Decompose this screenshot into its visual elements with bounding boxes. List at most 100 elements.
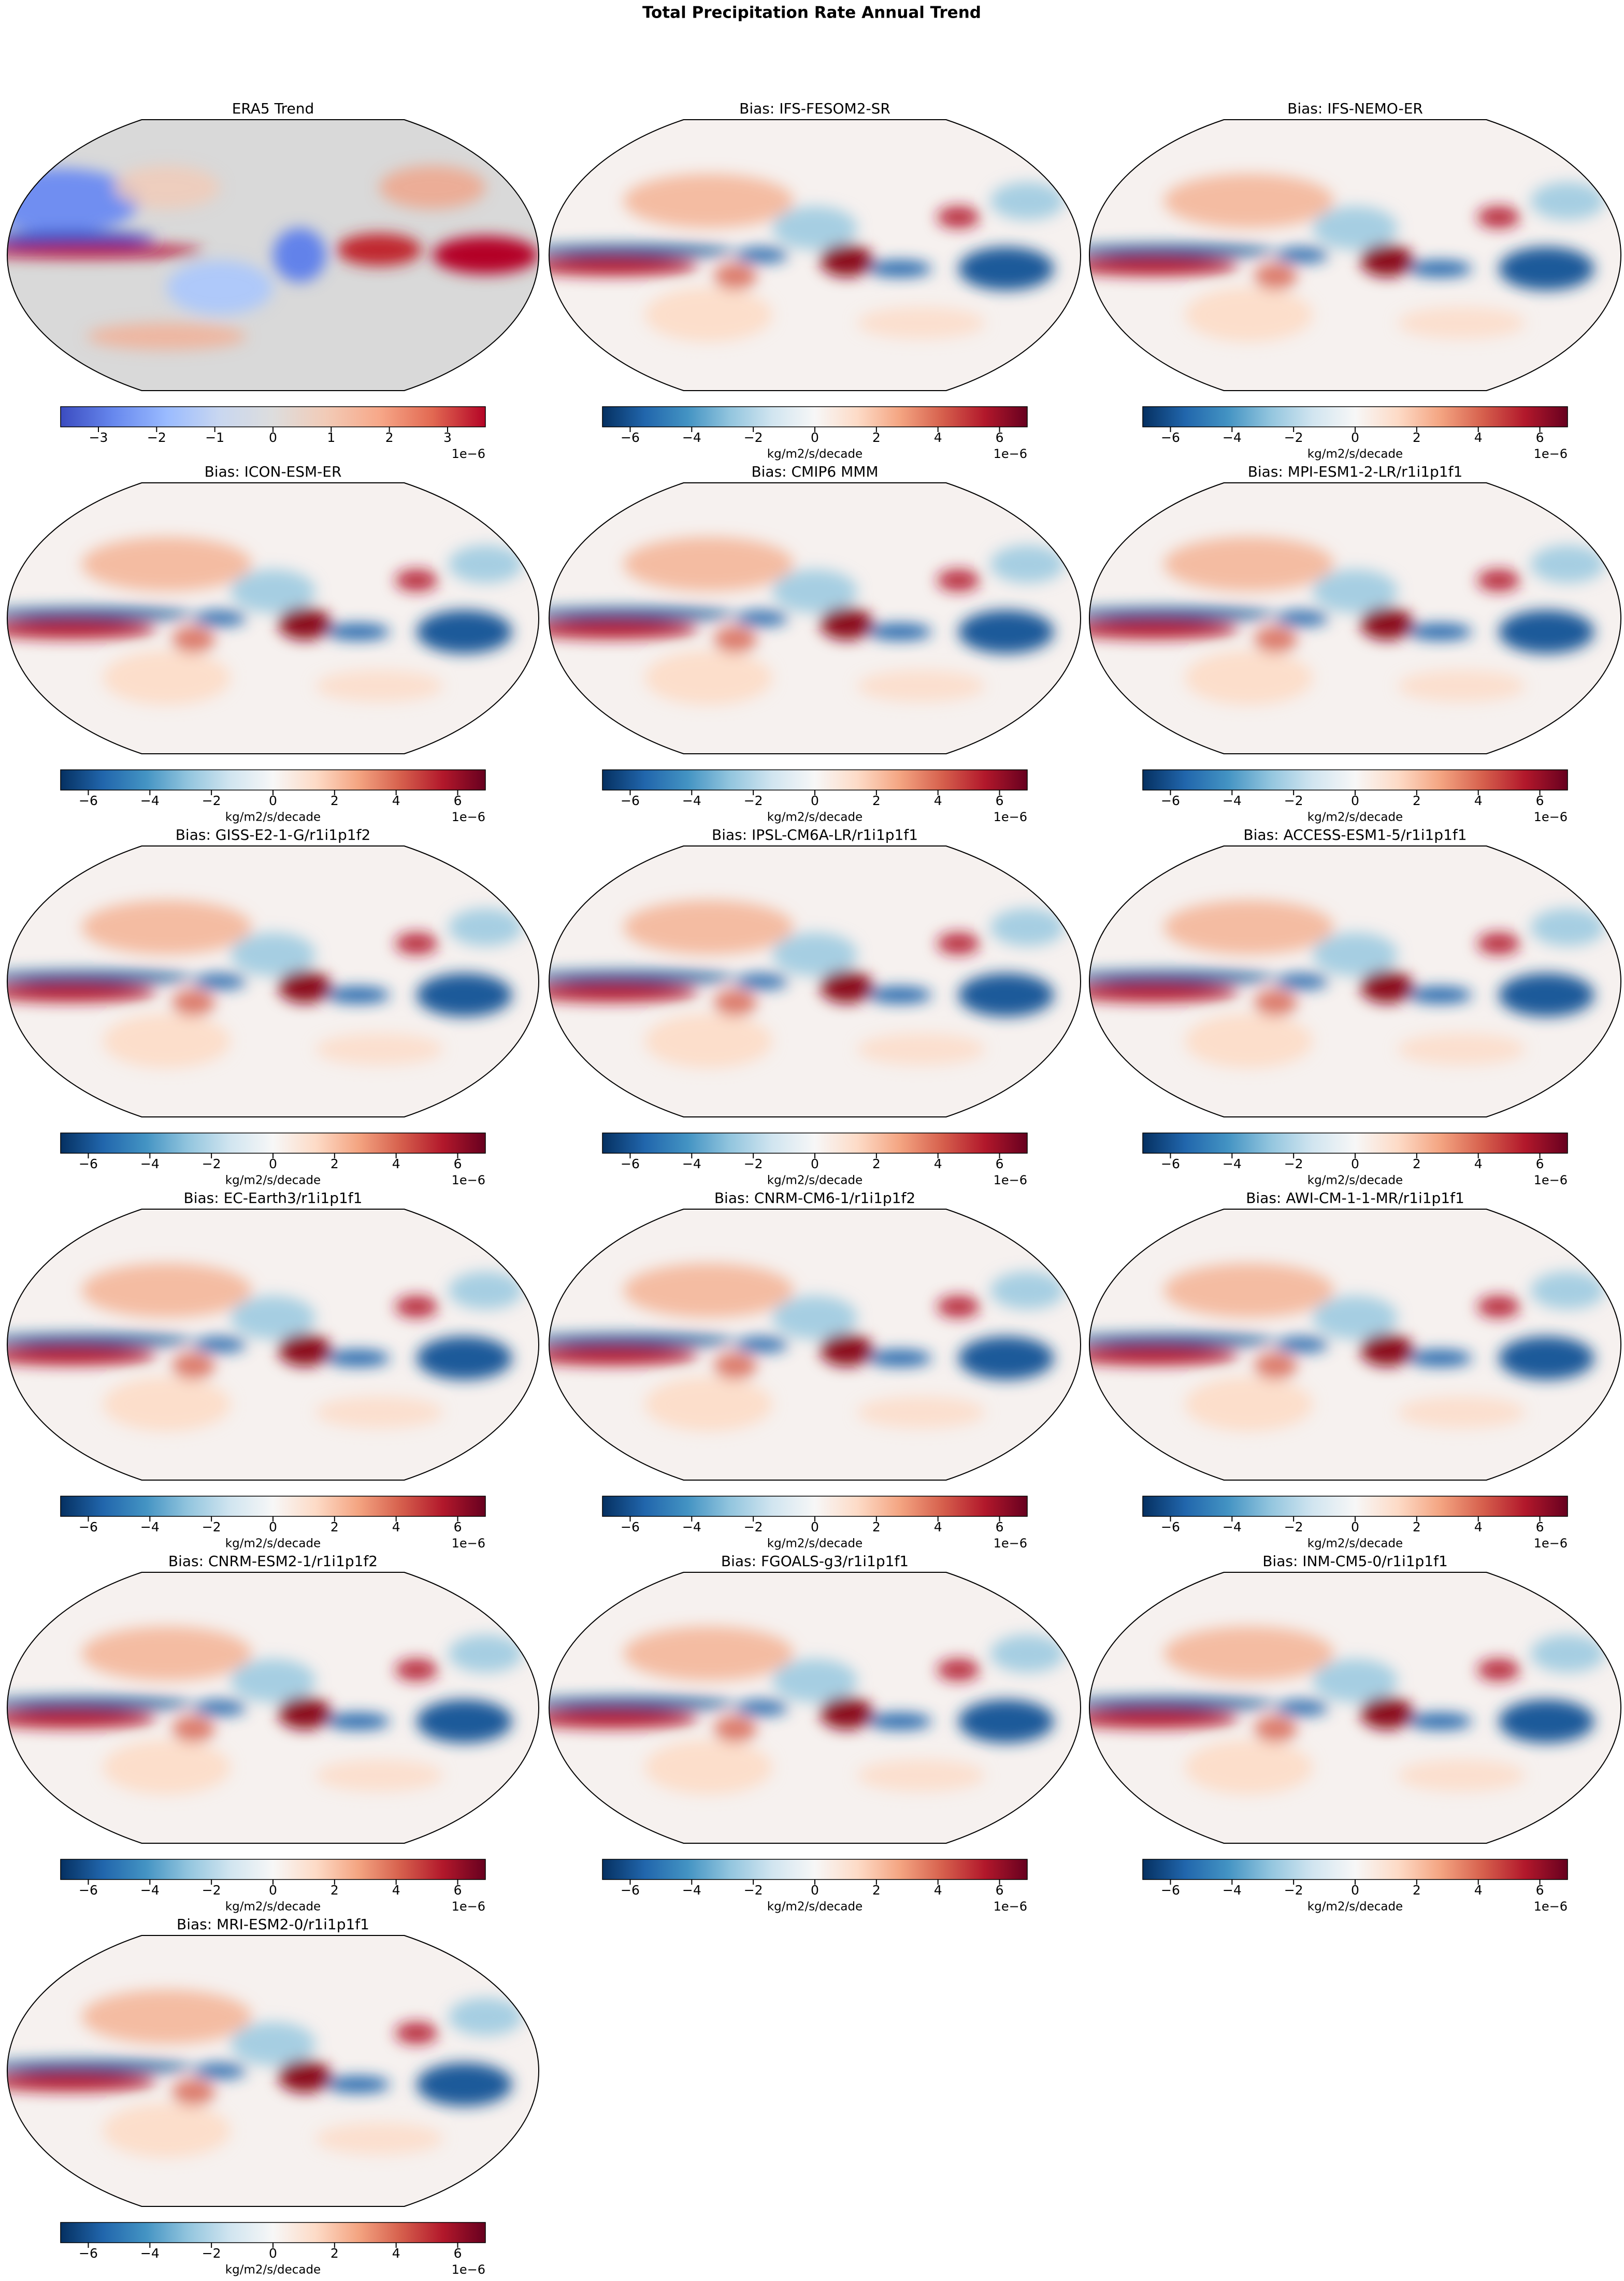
field-patch bbox=[1163, 174, 1334, 228]
field-patch bbox=[326, 1713, 390, 1730]
field-patch bbox=[193, 610, 247, 627]
map-outline bbox=[7, 482, 539, 754]
field-patch bbox=[395, 1296, 438, 1318]
field-patch bbox=[1275, 1336, 1329, 1353]
colorbar-tick-label: 0 bbox=[1351, 1883, 1359, 1898]
field-patch bbox=[714, 263, 757, 291]
colorbar-tick-label: −3 bbox=[89, 430, 108, 445]
colorbar-tick-label: −6 bbox=[79, 1519, 98, 1534]
field-patch bbox=[549, 620, 698, 639]
colorbar-tick-label: −4 bbox=[682, 430, 701, 445]
map bbox=[1089, 483, 1621, 754]
field-patch bbox=[7, 1333, 194, 1347]
field-patch bbox=[1089, 970, 1276, 984]
colorbar-tick-label: 6 bbox=[454, 1156, 462, 1171]
field-patch bbox=[278, 1333, 332, 1367]
colorbar-tick-label: 4 bbox=[392, 1883, 400, 1898]
field-patch bbox=[278, 970, 332, 1003]
field-patch bbox=[1089, 244, 1276, 258]
colorbar-tick-label: 2 bbox=[872, 1156, 881, 1171]
field-patch bbox=[1530, 182, 1605, 220]
colorbar-tick-label: 0 bbox=[269, 1883, 277, 1898]
map bbox=[7, 120, 539, 391]
field-patch bbox=[549, 1333, 736, 1347]
colorbar-tick-label: 0 bbox=[811, 1156, 819, 1171]
field-patch bbox=[549, 1346, 698, 1365]
colorbar-tick-label: 2 bbox=[1413, 1156, 1421, 1171]
field-patch bbox=[990, 182, 1065, 220]
panel-title: Bias: CNRM-ESM2-1/r1i1p1f2 bbox=[168, 1553, 378, 1570]
field-patch bbox=[1499, 247, 1594, 291]
field-patch bbox=[1477, 1296, 1520, 1318]
colorbar-label: kg/m2/s/decade bbox=[767, 1174, 863, 1187]
panel-title: Bias: AWI-CM-1-1-MR/r1i1p1f1 bbox=[1246, 1189, 1464, 1207]
field-patch bbox=[1254, 1716, 1297, 1743]
field-patch bbox=[549, 983, 698, 1002]
colorbar-label: kg/m2/s/decade bbox=[1307, 1174, 1403, 1187]
field-patch bbox=[1477, 1659, 1520, 1681]
field-patch bbox=[103, 1740, 231, 1795]
field-patch bbox=[326, 2076, 390, 2093]
colorbar-tick-label: 2 bbox=[330, 1883, 339, 1898]
field-patch bbox=[958, 973, 1054, 1017]
field-patch bbox=[735, 610, 788, 627]
colorbar-tick-label: 2 bbox=[385, 430, 394, 445]
field-patch bbox=[1089, 1333, 1276, 1347]
map-field bbox=[1089, 900, 1605, 1068]
field-patch bbox=[623, 900, 794, 955]
colorbar-tick-label: 2 bbox=[872, 793, 881, 808]
colorbar-tick-label: −4 bbox=[1223, 430, 1242, 445]
colorbar-label: kg/m2/s/decade bbox=[225, 811, 321, 824]
field-patch bbox=[7, 2072, 156, 2091]
field-patch bbox=[1089, 1346, 1239, 1365]
map-outline bbox=[1088, 482, 1622, 754]
field-patch bbox=[448, 545, 523, 583]
colorbar-tick-label: 6 bbox=[996, 793, 1004, 808]
map-outline bbox=[1088, 845, 1622, 1117]
field-patch bbox=[337, 233, 422, 266]
field-patch bbox=[1408, 260, 1472, 277]
field-patch bbox=[868, 986, 932, 1003]
colorbar-tick-label: 4 bbox=[934, 430, 942, 445]
field-patch bbox=[1360, 244, 1414, 277]
field-patch bbox=[315, 2122, 443, 2155]
colorbar-tick-label: −6 bbox=[1161, 1156, 1180, 1171]
field-patch bbox=[7, 607, 194, 621]
colorbar bbox=[60, 1859, 486, 1880]
panel-title: Bias: ICON-ESM-ER bbox=[205, 463, 342, 480]
colorbar-offset: 1e−6 bbox=[994, 1173, 1027, 1187]
field-patch bbox=[1089, 1697, 1276, 1711]
field-patch bbox=[448, 1271, 523, 1310]
colorbar-tick-label: 6 bbox=[996, 1883, 1004, 1898]
colorbar-tick-label: −2 bbox=[1284, 1519, 1303, 1534]
colorbar-tick-label: −2 bbox=[744, 1883, 763, 1898]
colorbar-offset: 1e−6 bbox=[452, 1536, 485, 1551]
colorbar-label: kg/m2/s/decade bbox=[225, 1900, 321, 1914]
field-patch bbox=[1312, 1296, 1398, 1340]
field-patch bbox=[644, 651, 772, 705]
colorbar bbox=[602, 1496, 1028, 1517]
field-patch bbox=[1398, 306, 1526, 339]
field-patch bbox=[1163, 900, 1334, 955]
map-field bbox=[1089, 174, 1605, 342]
field-patch bbox=[230, 933, 316, 977]
colorbar-tick-label: 6 bbox=[454, 2246, 462, 2261]
map bbox=[1089, 1572, 1621, 1843]
map-field bbox=[1089, 537, 1605, 705]
colorbar-offset: 1e−6 bbox=[1534, 1536, 1568, 1551]
field-patch bbox=[1254, 989, 1297, 1017]
figure-title: Total Precipitation Rate Annual Trend bbox=[642, 4, 981, 22]
field-patch bbox=[172, 1716, 215, 1743]
field-patch bbox=[7, 983, 156, 1002]
panel-title: Bias: ACCESS-ESM1-5/r1i1p1f1 bbox=[1243, 826, 1467, 843]
panel-title: ERA5 Trend bbox=[232, 100, 314, 117]
map-field bbox=[7, 537, 523, 705]
field-patch bbox=[1530, 1271, 1605, 1310]
colorbar-tick-label: 0 bbox=[269, 430, 277, 445]
colorbar-tick-label: −6 bbox=[621, 1156, 640, 1171]
colorbar-tick-label: 3 bbox=[443, 430, 452, 445]
colorbar-offset: 1e−6 bbox=[452, 447, 485, 461]
map bbox=[1089, 1209, 1621, 1480]
field-patch bbox=[193, 973, 247, 990]
field-patch bbox=[549, 1697, 736, 1711]
